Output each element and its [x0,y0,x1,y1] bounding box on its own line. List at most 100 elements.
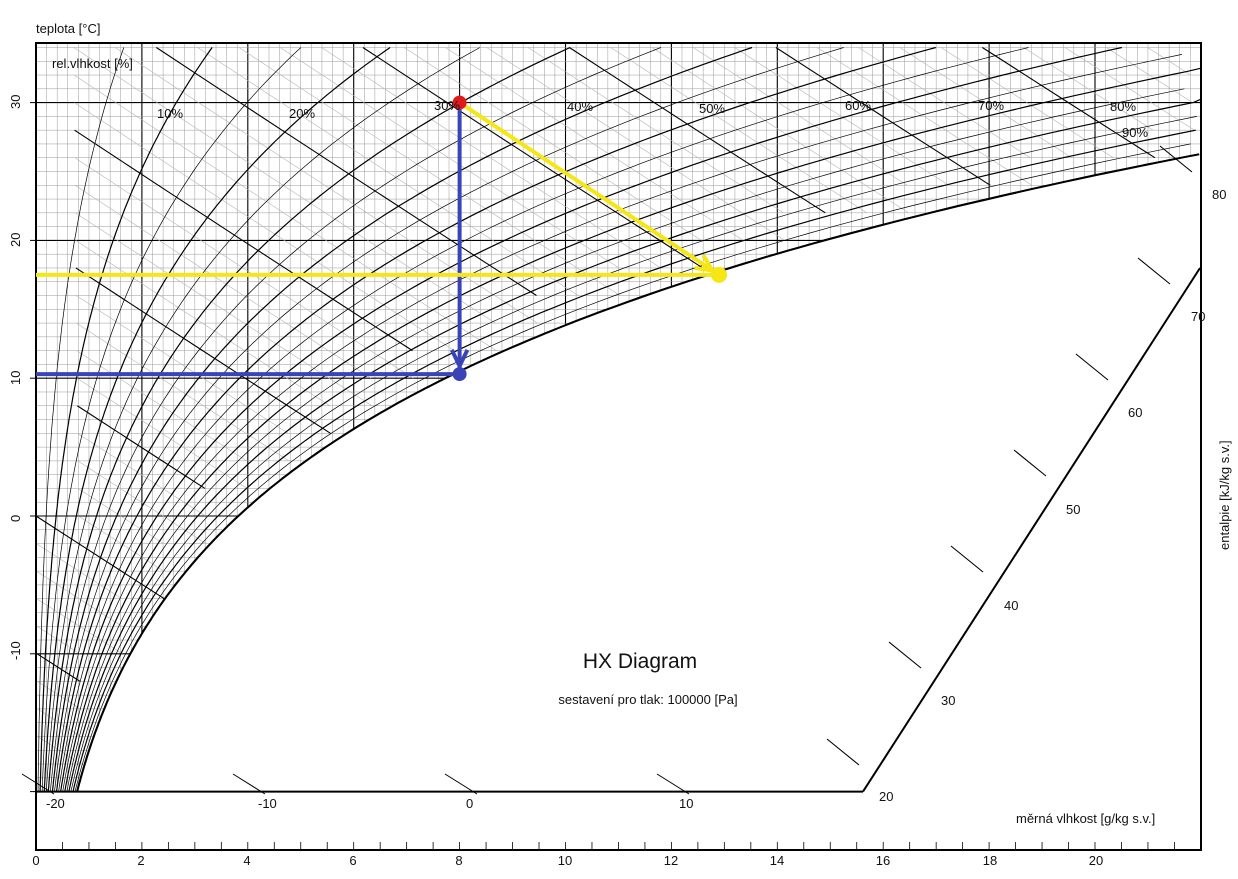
rh-curve-minor [41,47,302,792]
enthalpy-tick-label: 60 [1128,405,1142,420]
rh-axis-label: rel.vlhkost [%] [52,56,133,71]
moisture-tick-label: 10 [558,853,572,868]
enthalpy-line-major [569,47,826,214]
rh-curve-label: 70% [978,98,1004,113]
moisture-tick-label: 14 [770,853,784,868]
yellow-state-point [711,266,728,283]
enthalpy-scale-tick [950,545,984,573]
enthalpy-line [36,625,80,655]
temp-tick-label: -10 [8,641,23,660]
enthalpy-line-major [775,47,991,186]
enthalpy-line [858,47,1031,158]
temp-tick-label: 0 [8,515,23,522]
enthalpy-line-major [75,267,331,434]
temp-tick-label: 10 [8,371,23,385]
enthalpy-line [77,488,164,544]
bottom-scale-label: -20 [46,796,65,811]
rh-curve-minor [70,116,1197,792]
rh-curve-minor [74,143,1191,792]
rh-curve-label: 80% [1110,99,1136,114]
rh-curve-label: 40% [567,99,593,114]
enthalpy-line [77,433,206,517]
rh-curve-label: 10% [157,106,183,121]
enthalpy-line [899,47,1072,158]
moisture-tick-label: 20 [1089,853,1103,868]
enthalpy-line [78,515,164,572]
enthalpy-scale-tick [1159,145,1193,173]
bottom-scale-label: -10 [258,796,277,811]
enthalpy-scale-tick [888,641,922,669]
saturation-curve [76,153,1200,792]
enthalpy-scale-tick [1013,449,1047,477]
enthalpy-line [76,377,248,489]
enthalpy-line-major [362,47,703,269]
yellow-arrow-head [694,253,717,273]
enthalpy-line [76,322,290,462]
bottom-scale-label: 10 [679,796,693,811]
blue-state-point [452,367,467,382]
enthalpy-scale-line [862,267,1201,793]
rh-curve-label: 30% [434,98,460,113]
enthalpy-scale-tick [826,738,860,766]
rh-curve-label: 90% [1122,125,1148,140]
enthalpy-line [77,460,206,544]
enthalpy-line [940,47,1114,158]
diagram-title: HX Diagram [583,650,697,673]
enthalpy-line [445,47,744,241]
rh-curve [72,129,1196,792]
moisture-tick-label: 4 [243,853,250,868]
moisture-tick-label: 16 [876,853,890,868]
red-state-point [452,95,467,110]
moisture-tick-label: 18 [983,853,997,868]
enthalpy-line [280,47,620,269]
enthalpy-line [73,74,497,351]
enthalpy-scale-tick [1075,353,1109,381]
enthalpy-line [1023,47,1154,131]
temp-tick-label: 30 [8,95,23,109]
rh-curve [39,47,213,792]
blue-arrow-head [449,348,470,371]
enthalpy-line [114,47,538,324]
rh-curve [68,98,1202,792]
bottom-scale-label: 0 [466,796,473,811]
enthalpy-tick-label: 40 [1004,598,1018,613]
enthalpy-axis-label: entalpie [kJ/kg s.v.] [1217,440,1232,550]
rh-curve-minor [66,88,1185,792]
enthalpy-line [76,350,247,462]
enthalpy-tick-label: 20 [879,789,893,804]
enthalpy-line-major [156,47,537,296]
enthalpy-line [1064,47,1195,131]
enthalpy-tick-label: 30 [941,693,955,708]
enthalpy-tick-label: 50 [1066,502,1080,517]
rh-curve-label: 60% [845,98,871,113]
enthalpy-line [238,47,621,296]
rh-curve-minor [37,47,125,792]
yellow-process-line [458,100,721,277]
rh-curve-minor [62,54,1182,792]
enthalpy-line [197,47,579,296]
moisture-tick-label: 6 [349,853,356,868]
enthalpy-line [1106,47,1193,103]
plot-frame [35,42,1202,851]
supersaturation-area [36,153,1201,850]
moisture-tick-label: 8 [455,853,462,868]
rh-curve-label: 50% [699,101,725,116]
enthalpy-line [75,240,330,407]
rh-curve [43,47,391,792]
rh-curve-minor [58,47,1029,792]
enthalpy-line [37,708,81,737]
enthalpy-scale-tick [1137,257,1171,285]
enthalpy-line [610,47,868,214]
moisture-tick-label: 0 [32,853,39,868]
outer-frame [35,42,1202,851]
rh-curve [64,67,1202,792]
enthalpy-line [404,47,702,241]
enthalpy-line [1147,47,1191,76]
rh-curve [47,46,571,792]
enthalpy-line [36,598,123,655]
temp-tick-label: 20 [8,233,23,247]
temperature-axis-label: teplota [°C] [36,21,100,36]
enthalpy-line-major [76,405,206,489]
enthalpy-line-major [74,129,413,352]
